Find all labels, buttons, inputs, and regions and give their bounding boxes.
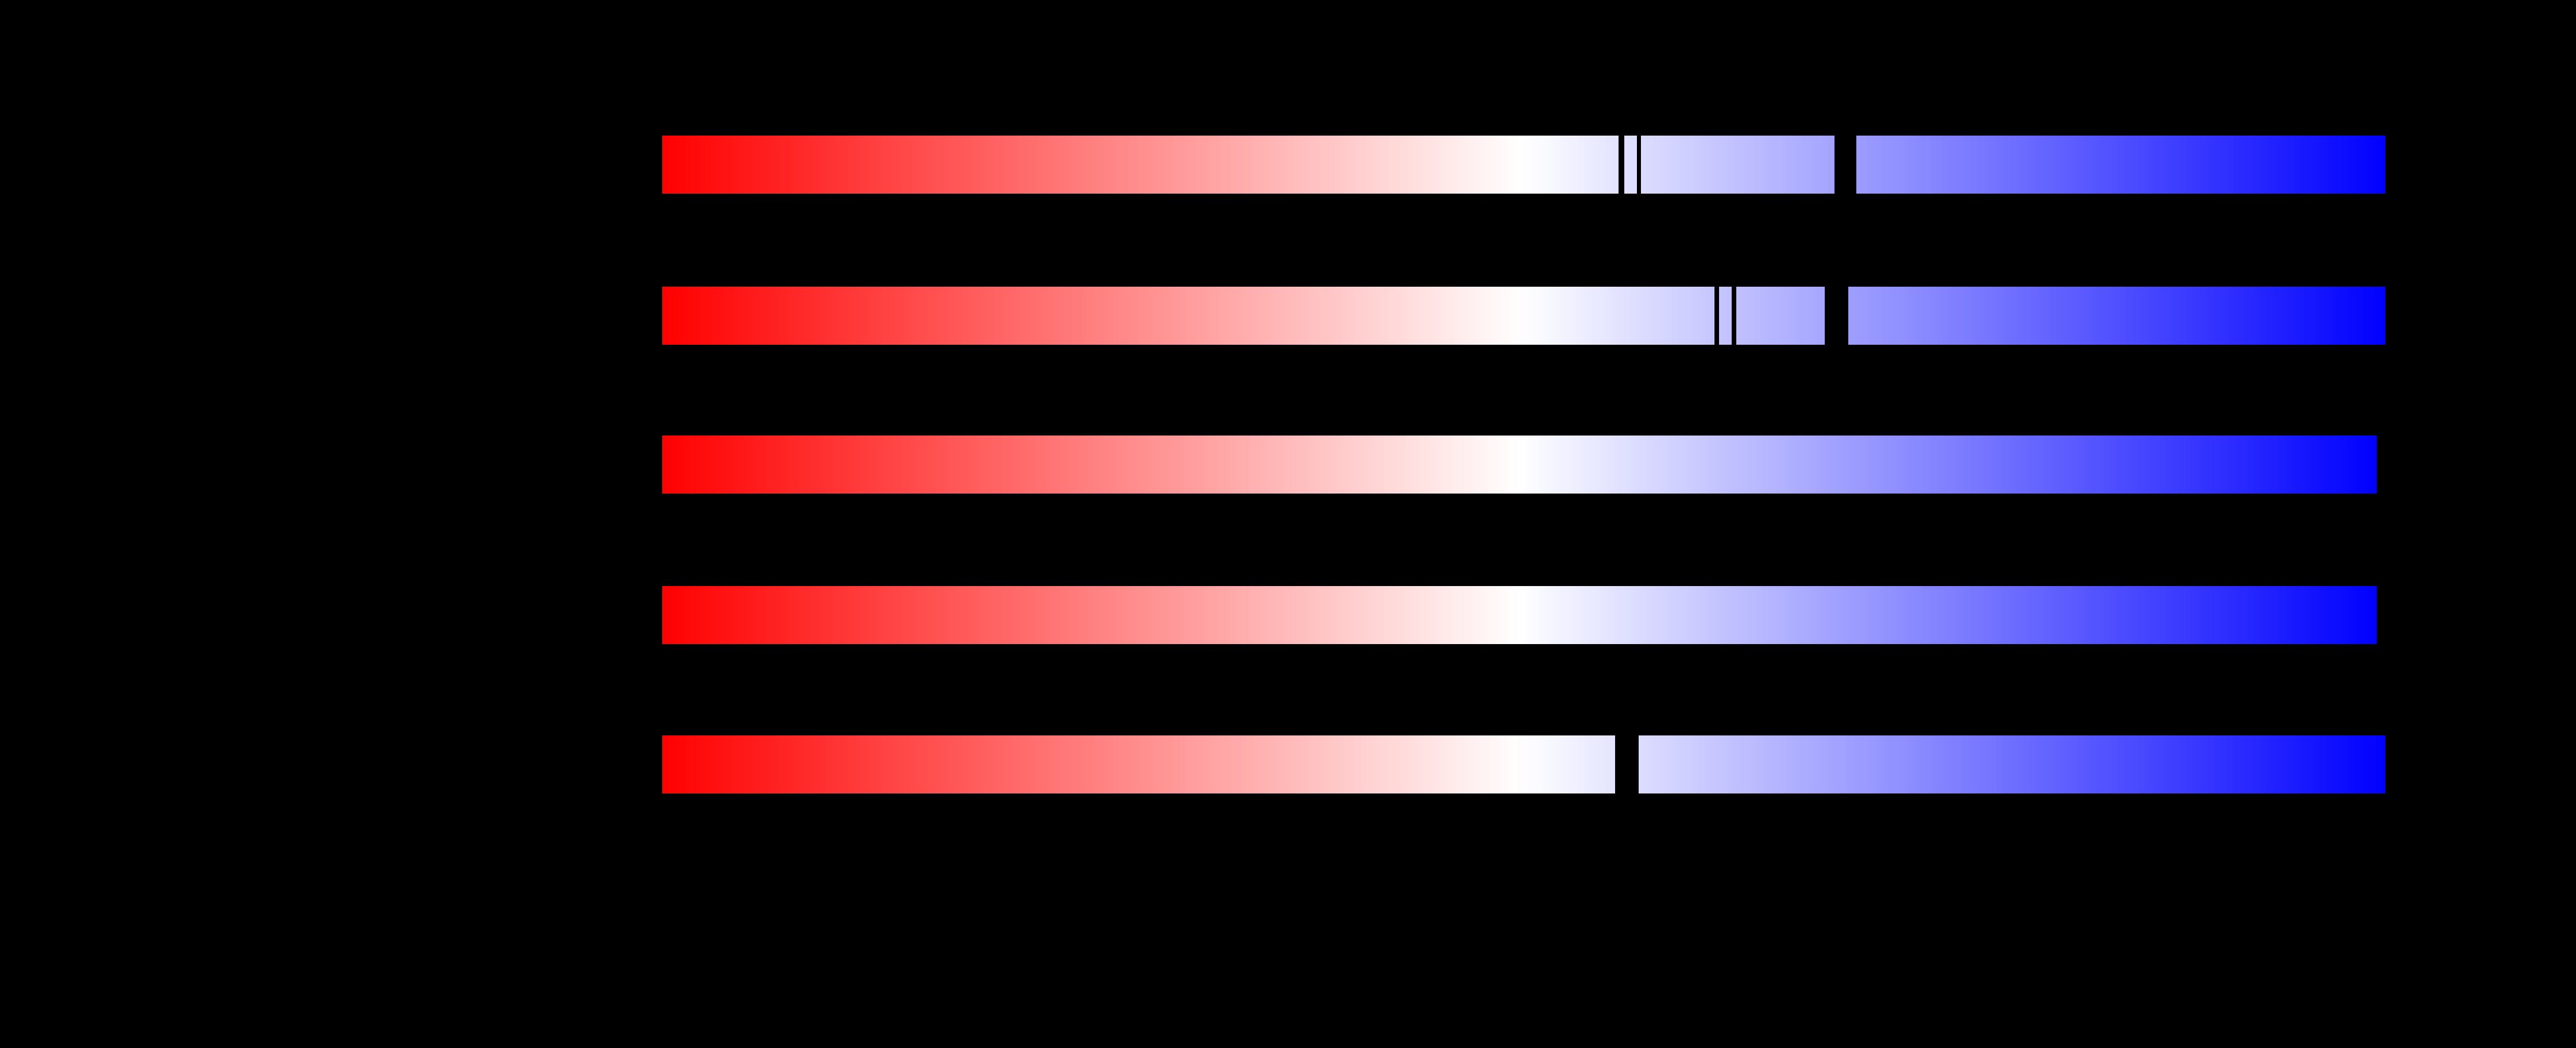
colorbar-row-5 [662,735,2385,793]
colorbar-segment-3-1 [662,436,2377,494]
colorbar-row-4 [662,586,2377,644]
colorbar-row-2 [662,287,2385,345]
colorbar-row-3 [662,436,2377,494]
colorbar-segment-2-2 [1719,287,1732,345]
colorbar-segment-5-2 [1639,735,2385,793]
colorbar-segment-2-1 [662,287,1714,345]
colorbar-segment-4-1 [662,586,2377,644]
colorbar-segment-2-4 [1848,287,2385,345]
colorbar-segment-1-3 [1641,136,1835,194]
colorbar-row-1 [662,136,2385,194]
colorbar-segment-2-3 [1736,287,1825,345]
colorbar-segment-1-4 [1856,136,2385,194]
colorbar-segment-5-1 [662,735,1615,793]
colorbar-segment-1-1 [662,136,1619,194]
colorbar-segment-1-2 [1624,136,1637,194]
